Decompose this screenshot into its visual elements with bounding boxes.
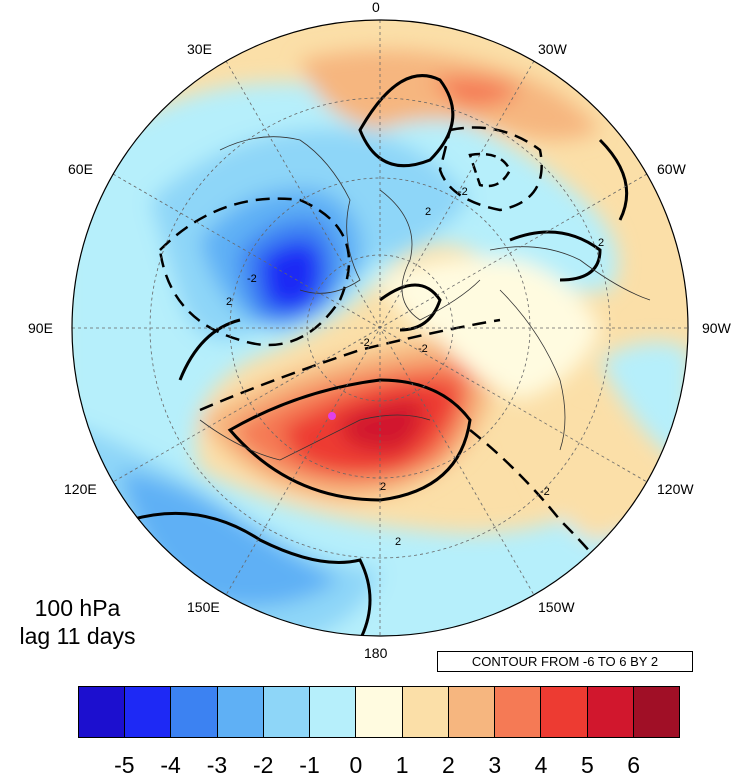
colorbar-swatch bbox=[125, 687, 172, 737]
colorbar-tick-label: 5 bbox=[580, 752, 594, 778]
lon-label-60e: 60E bbox=[68, 161, 93, 177]
lon-label-150w: 150W bbox=[538, 599, 575, 615]
title-lag: lag 11 days bbox=[19, 623, 136, 649]
lon-label-90e: 90E bbox=[28, 320, 53, 336]
colorbar-tick-label: 3 bbox=[488, 752, 502, 778]
colorbar-swatch bbox=[587, 687, 634, 737]
lon-label-120w: 120W bbox=[657, 481, 694, 497]
contour-label: -2 bbox=[458, 186, 468, 198]
colorbar-tick-label: -2 bbox=[252, 752, 274, 778]
title-level: 100 hPa bbox=[34, 595, 121, 621]
colorbar-swatch bbox=[402, 687, 449, 737]
colorbar-swatch bbox=[541, 687, 588, 737]
colorbar-tick-label: -5 bbox=[114, 752, 135, 778]
colorbar bbox=[78, 686, 680, 738]
contour-label: -2 bbox=[540, 486, 550, 498]
colorbar-tick-label: -1 bbox=[299, 752, 320, 778]
colorbar-swatch bbox=[79, 687, 126, 737]
contour-lines bbox=[129, 74, 629, 636]
lon-label-90w: 90W bbox=[702, 320, 732, 336]
contour-label: 2 bbox=[598, 237, 604, 249]
colorbar-tick-label: 1 bbox=[395, 752, 409, 778]
colorbar-swatch bbox=[495, 687, 542, 737]
lon-label-30w: 30W bbox=[538, 41, 568, 57]
contour-label: -2 bbox=[418, 343, 428, 355]
colorbar-labels: -5 -4 -3 -2 -1 0 1 2 3 4 5 6 bbox=[0, 752, 736, 782]
map-border bbox=[71, 19, 689, 637]
colorbar-tick-label: -3 bbox=[206, 752, 228, 778]
polar-map: 2 -2 2 -2 2 -2 -2 2 2 -2 0 30W 60W 90W 1… bbox=[28, 0, 732, 661]
lon-label-180: 180 bbox=[364, 645, 388, 661]
contour-label: -2 bbox=[247, 273, 257, 285]
lon-label-0: 0 bbox=[372, 0, 380, 15]
contour-label: 2 bbox=[380, 481, 386, 493]
contour-label: 2 bbox=[395, 536, 401, 548]
colorbar-swatch bbox=[633, 687, 680, 737]
contour-label: -2 bbox=[360, 337, 370, 349]
reference-point-marker bbox=[328, 412, 336, 420]
lon-label-120e: 120E bbox=[64, 481, 97, 497]
lon-label-60w: 60W bbox=[657, 161, 687, 177]
graticule bbox=[72, 20, 688, 636]
contour-note: CONTOUR FROM -6 TO 6 BY 2 bbox=[437, 651, 693, 672]
coastlines bbox=[199, 136, 651, 461]
colorbar-swatch bbox=[310, 687, 357, 737]
anomaly-field bbox=[72, 20, 688, 636]
colorbar-swatch bbox=[171, 687, 218, 737]
colorbar-swatch bbox=[263, 687, 311, 737]
colorbar-swatch bbox=[448, 687, 496, 737]
contour-label: 2 bbox=[425, 206, 431, 218]
colorbar-tick-label: -4 bbox=[160, 752, 181, 778]
colorbar-swatch bbox=[356, 687, 403, 737]
colorbar-tick-label: 0 bbox=[349, 752, 363, 778]
colorbar-swatch bbox=[217, 687, 264, 737]
lon-label-30e: 30E bbox=[187, 41, 212, 57]
contour-label: 2 bbox=[226, 296, 232, 308]
colorbar-tick-label: 6 bbox=[627, 752, 641, 778]
colorbar-tick-label: 4 bbox=[534, 752, 548, 778]
lon-label-150e: 150E bbox=[187, 599, 220, 615]
colorbar-tick-label: 2 bbox=[442, 752, 455, 778]
